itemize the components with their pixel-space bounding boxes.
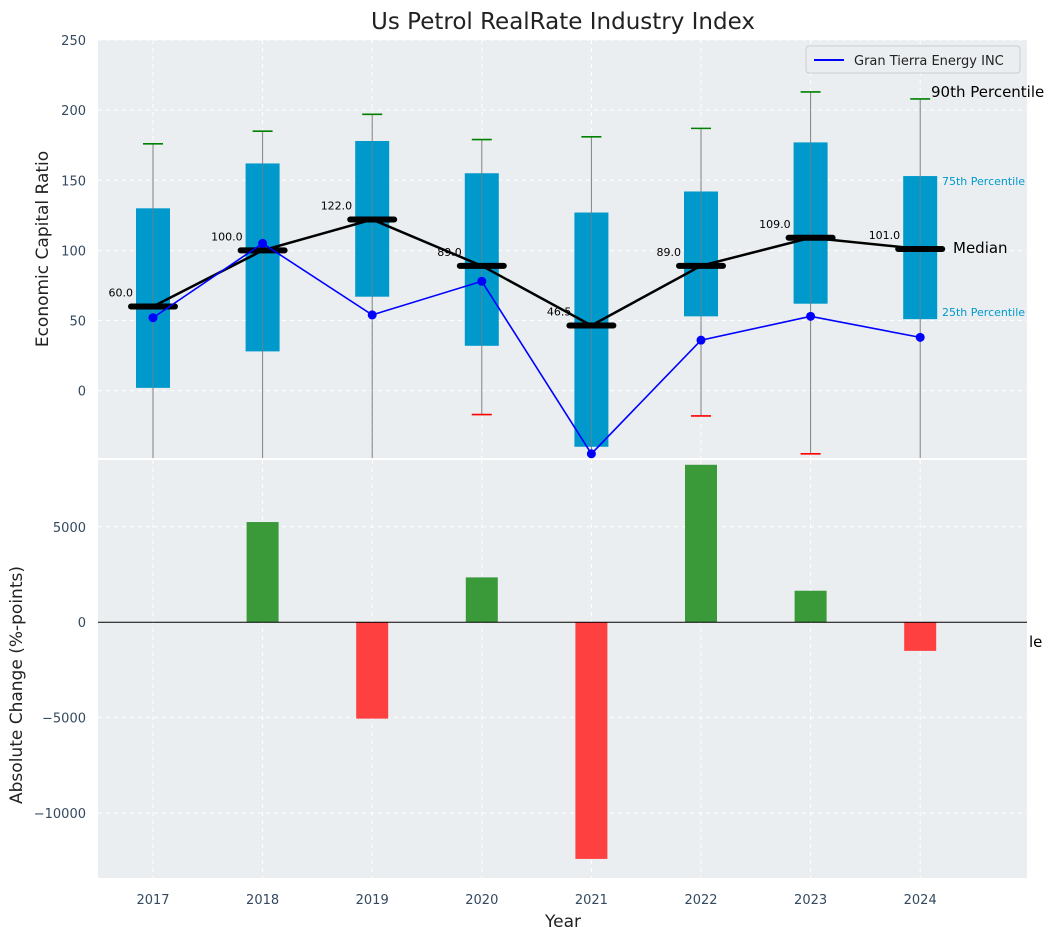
x-axis-label: Year: [544, 912, 581, 932]
bottom-plot-area: [98, 460, 1027, 878]
bottom-y-tick-label: 0: [78, 616, 86, 631]
company-point: [915, 332, 925, 342]
median-value-label: 109.0: [759, 218, 791, 231]
change-bar: [465, 577, 498, 623]
bottom-panel: 5000 0 −5000 −10000 le 2017 2018 2019 2020 2021…: [7, 460, 1042, 932]
company-point: [806, 311, 816, 321]
top-y-axis-label: Economic Capital Ratio: [33, 151, 53, 347]
change-bar: [356, 622, 389, 719]
median-value-label: 101.0: [869, 229, 901, 242]
percentile-annotations: 90th Percentile 75th Percentile Median 2…: [931, 83, 1044, 319]
change-bar: [575, 622, 608, 859]
x-tick-label: 2020: [465, 893, 498, 908]
median-line: [152, 218, 921, 327]
change-bar: [685, 464, 717, 623]
company-point: [367, 310, 377, 320]
median-trend: [128, 216, 946, 329]
company-point: [477, 276, 487, 286]
x-tick-label: 2022: [684, 893, 717, 908]
top-y-tick-label: 0: [78, 385, 86, 400]
change-bars: [246, 464, 937, 859]
legend: Gran Tierra Energy INC: [805, 45, 1021, 74]
bottom-y-tick-label: 5000: [53, 521, 86, 536]
annotation-p75: 75th Percentile: [942, 175, 1025, 188]
bottom-y-tick-labels: 5000 0 −5000 −10000: [34, 521, 86, 822]
top-y-tick-label: 50: [69, 315, 86, 330]
annotation-clipped: le: [1029, 633, 1042, 651]
x-tick-label: 2017: [136, 893, 169, 908]
median-value-label: 60.0: [109, 287, 134, 300]
bottom-y-axis-label: Absolute Change (%-points): [7, 566, 27, 804]
x-tick-labels: 2017 2018 2019 2020 2021 2022 2023 2024: [136, 893, 936, 908]
x-tick-label: 2021: [575, 893, 608, 908]
legend-label: Gran Tierra Energy INC: [854, 54, 1004, 69]
bottom-y-tick-label: −5000: [42, 712, 86, 727]
company-point: [586, 449, 596, 459]
company-point: [258, 238, 268, 248]
top-y-tick-label: 250: [61, 34, 86, 49]
bottom-y-tick-label: −10000: [34, 807, 86, 822]
top-y-tick-label: 200: [61, 104, 86, 119]
top-plot-area: [98, 40, 1027, 458]
chart-title: Us Petrol RealRate Industry Index: [371, 9, 755, 35]
company-series: [148, 238, 925, 459]
median-value-label: 100.0: [211, 230, 243, 243]
top-y-tick-label: 150: [61, 174, 86, 189]
median-value-label: 122.0: [321, 200, 353, 213]
legend-box: [805, 45, 1021, 74]
change-bar: [246, 522, 279, 623]
median-value-label: 89.0: [657, 246, 682, 259]
top-y-tick-label: 100: [61, 244, 86, 259]
median-value-label: 89.0: [437, 246, 462, 259]
annotation-p90: 90th Percentile: [931, 83, 1044, 101]
top-panel: 0 50 100 150 200 250 60.0 100.0 122.0 89.0 46.5 89…: [33, 34, 1044, 459]
company-point: [148, 313, 158, 323]
annotation-median: Median: [953, 239, 1008, 257]
company-point: [696, 335, 706, 345]
change-bar: [794, 590, 827, 623]
annotation-p25: 25th Percentile: [942, 306, 1025, 319]
median-value-label: 46.5: [547, 305, 572, 318]
median-value-labels: 60.0 100.0 122.0 89.0 46.5 89.0 109.0 101.0: [109, 200, 901, 319]
x-tick-label: 2023: [794, 893, 827, 908]
top-y-tick-labels: 0 50 100 150 200 250: [61, 34, 86, 400]
company-line: [152, 242, 921, 456]
x-tick-label: 2019: [356, 893, 389, 908]
x-tick-label: 2024: [904, 893, 937, 908]
change-bar: [904, 622, 937, 651]
x-tick-label: 2018: [246, 893, 279, 908]
